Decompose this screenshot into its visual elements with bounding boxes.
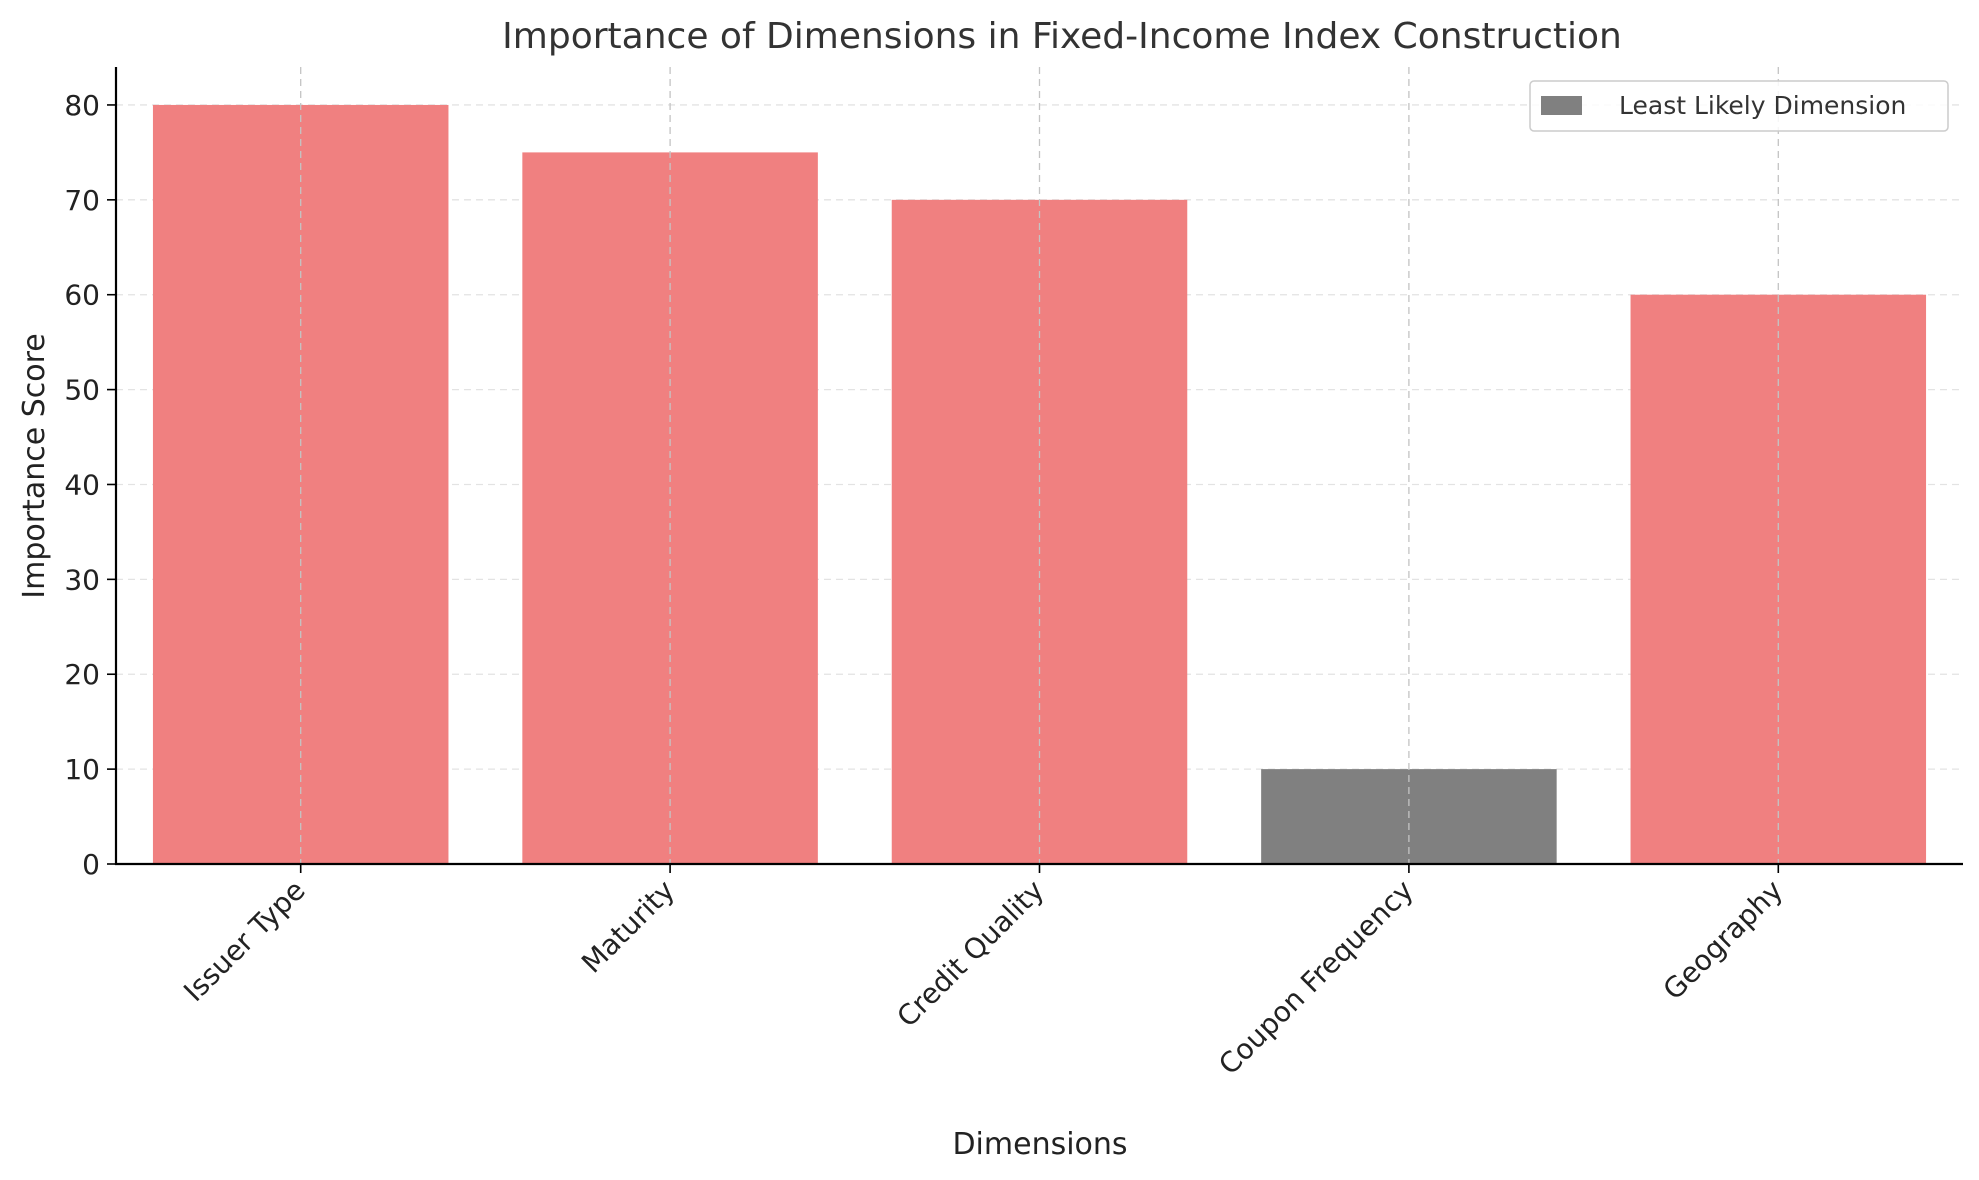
legend: Least Likely Dimension <box>1529 80 1949 132</box>
bars <box>152 67 1927 865</box>
legend-label: Least Likely Dimension <box>1619 91 1906 120</box>
y-tick-label: 10 <box>64 753 100 786</box>
y-tick-label: 40 <box>64 468 100 501</box>
x-tick-label: Coupon Frequency <box>1212 874 1420 1082</box>
y-tick-label: 80 <box>64 89 100 122</box>
x-axis-label: Dimensions <box>952 1127 1127 1162</box>
x-tick-label: Credit Quality <box>891 874 1051 1034</box>
legend-swatch <box>1541 96 1582 115</box>
x-tick-label: Maturity <box>575 874 681 980</box>
y-tick-label: 50 <box>64 374 100 407</box>
legend-box <box>1529 80 1949 132</box>
y-tick-label: 20 <box>64 658 100 691</box>
y-tick-label: 0 <box>82 848 100 881</box>
y-axis-label: Importance Score <box>17 333 52 598</box>
y-tick-label: 60 <box>64 279 100 312</box>
y-tick-label: 30 <box>64 563 100 596</box>
x-tick-label: Issuer Type <box>177 874 311 1008</box>
x-tick-label: Geography <box>1657 874 1790 1007</box>
bar <box>152 104 449 864</box>
chart-title: Importance of Dimensions in Fixed-Income… <box>502 16 1622 57</box>
y-tick-label: 70 <box>64 184 100 217</box>
